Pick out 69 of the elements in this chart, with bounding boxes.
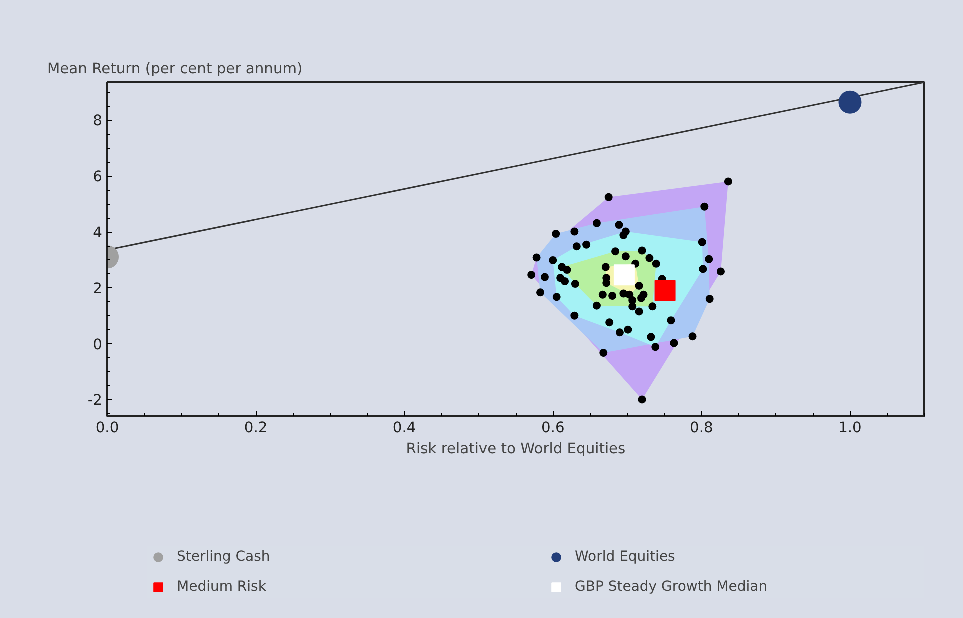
legend-label: Medium Risk [177,579,268,595]
x-tick-label: 0.0 [96,420,120,436]
x-tick-label: 0.4 [392,420,416,436]
legend-label: World Equities [575,549,676,565]
point [628,302,637,311]
point [624,326,632,334]
point [608,292,617,300]
point [638,396,646,404]
point [700,202,709,211]
point [646,254,654,262]
point [638,246,646,255]
point [635,308,644,316]
y-tick-label: 8 [93,112,103,130]
point [670,339,678,348]
point [532,254,541,262]
point [838,90,862,114]
point [652,260,660,268]
y-tick-label: 0 [93,336,103,354]
y-tick-label: 4 [93,224,103,242]
legend-label: Sterling Cash [177,549,272,565]
point [528,271,536,280]
point [552,230,560,238]
y-tick-label: -2 [88,392,103,410]
point [561,278,570,286]
point [724,178,732,186]
x-axis-title: Risk relative to World Equities [406,440,626,458]
point [592,302,601,310]
point [570,228,579,236]
x-tick-label: 1.0 [838,420,862,436]
point [706,295,714,304]
point [552,293,561,302]
point [606,318,614,327]
y-tick-label: 6 [93,168,103,186]
point [716,268,725,276]
point [592,219,601,228]
x-tick-label: 0.2 [244,420,268,436]
point [620,231,628,240]
point [604,193,613,202]
point [536,288,545,297]
point [549,256,558,265]
point [647,333,656,342]
x-tick-label: 0.6 [541,420,565,436]
point [622,252,630,261]
point [600,349,608,358]
point [635,282,644,290]
point [688,332,697,341]
point [667,316,676,325]
point [616,328,624,337]
point [602,263,610,272]
y-axis-title: Mean Return (per cent per annum) [48,60,303,78]
point [563,266,572,274]
point [648,302,657,311]
x-tick-label: 0.8 [690,420,714,436]
point [572,242,581,251]
legend-label: GBP Steady Growth Median [575,579,769,595]
y-tick-label: 2 [93,280,103,298]
point [652,343,660,352]
point [698,238,706,246]
point [638,294,646,302]
point [615,221,624,230]
point [598,290,607,299]
point [699,265,708,274]
point [570,312,579,320]
point [654,280,676,302]
point [705,255,714,264]
point [540,273,549,282]
point [582,240,591,249]
point [612,248,620,256]
point [571,280,580,288]
